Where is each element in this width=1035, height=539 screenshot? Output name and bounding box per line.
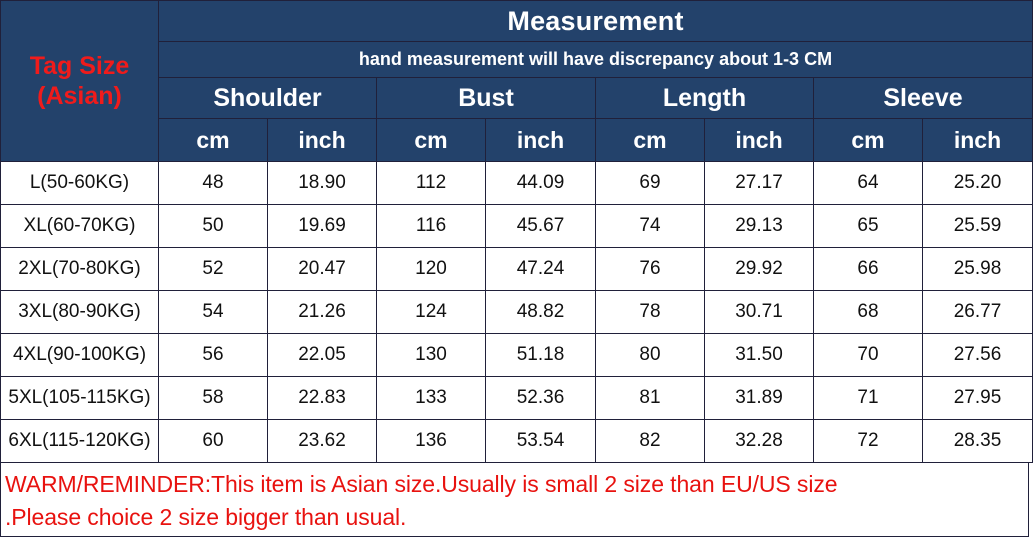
cell-length-inch: 31.89 <box>704 376 814 420</box>
cell-size: 6XL(115-120KG) <box>0 419 159 463</box>
cell-length-inch: 29.92 <box>704 247 814 291</box>
cell-sleeve-cm: 70 <box>813 333 923 377</box>
group-header-sleeve: Sleeve <box>812 77 1034 119</box>
cell-length-cm: 82 <box>595 419 705 463</box>
cell-bust-inch: 47.24 <box>485 247 596 291</box>
cell-length-inch: 32.28 <box>704 419 814 463</box>
warning-box: WARM/REMINDER:This item is Asian size.Us… <box>0 463 1029 537</box>
cell-bust-inch: 51.18 <box>485 333 596 377</box>
header-row-groups: Shoulder Bust Length Sleeve <box>1 77 1034 119</box>
header-row-note: hand measurement will have discrepancy a… <box>1 41 1034 78</box>
cell-sleeve-cm: 64 <box>813 161 923 205</box>
cell-length-inch: 30.71 <box>704 290 814 334</box>
cell-bust-inch: 53.54 <box>485 419 596 463</box>
cell-length-inch: 29.13 <box>704 204 814 248</box>
cell-bust-cm: 112 <box>376 161 486 205</box>
cell-sleeve-inch: 25.59 <box>921 204 1034 248</box>
cell-shoulder-inch: 21.26 <box>267 290 377 334</box>
cell-size: 4XL(90-100KG) <box>0 333 159 377</box>
cell-shoulder-cm: 54 <box>158 290 268 334</box>
cell-length-cm: 78 <box>595 290 705 334</box>
cell-length-cm: 76 <box>595 247 705 291</box>
table-row: 5XL(105-115KG) 58 22.83 133 52.36 81 31.… <box>0 376 1034 420</box>
cell-shoulder-cm: 52 <box>158 247 268 291</box>
cell-size: 2XL(70-80KG) <box>0 247 159 291</box>
cell-shoulder-inch: 18.90 <box>267 161 377 205</box>
unit-header-shoulder-inch: inch <box>267 118 377 162</box>
unit-header-length-cm: cm <box>595 118 705 162</box>
tag-size-line1: Tag Size <box>29 51 130 80</box>
table-row: 6XL(115-120KG) 60 23.62 136 53.54 82 32.… <box>0 419 1034 463</box>
cell-sleeve-cm: 68 <box>813 290 923 334</box>
cell-shoulder-cm: 58 <box>158 376 268 420</box>
warning-line-1: WARM/REMINDER:This item is Asian size.Us… <box>5 471 838 497</box>
header-row-units: cm inch cm inch cm inch cm inch <box>1 118 1034 162</box>
cell-sleeve-inch: 26.77 <box>921 290 1034 334</box>
cell-sleeve-inch: 28.35 <box>921 419 1034 463</box>
cell-bust-cm: 116 <box>376 204 486 248</box>
table-row: 3XL(80-90KG) 54 21.26 124 48.82 78 30.71… <box>0 290 1034 334</box>
cell-bust-inch: 52.36 <box>485 376 596 420</box>
cell-shoulder-inch: 22.05 <box>267 333 377 377</box>
header-row-title: Tag Size (Asian) Measurement <box>0 0 1034 162</box>
cell-bust-cm: 124 <box>376 290 486 334</box>
cell-sleeve-inch: 25.20 <box>921 161 1034 205</box>
cell-length-cm: 74 <box>595 204 705 248</box>
measurement-note: hand measurement will have discrepancy a… <box>157 41 1034 78</box>
cell-bust-cm: 130 <box>376 333 486 377</box>
cell-bust-cm: 133 <box>376 376 486 420</box>
table-head: Tag Size (Asian) Measurement hand measur… <box>0 0 1034 162</box>
cell-size: L(50-60KG) <box>0 161 159 205</box>
cell-size: 5XL(105-115KG) <box>0 376 159 420</box>
table-row: 2XL(70-80KG) 52 20.47 120 47.24 76 29.92… <box>0 247 1034 291</box>
group-header-length: Length <box>595 77 814 119</box>
cell-bust-inch: 45.67 <box>485 204 596 248</box>
cell-shoulder-cm: 56 <box>158 333 268 377</box>
table-body: L(50-60KG) 48 18.90 112 44.09 69 27.17 6… <box>0 161 1034 463</box>
cell-size: XL(60-70KG) <box>0 204 159 248</box>
cell-bust-inch: 44.09 <box>485 161 596 205</box>
cell-shoulder-cm: 60 <box>158 419 268 463</box>
measurement-title: Measurement <box>157 0 1034 42</box>
cell-bust-cm: 136 <box>376 419 486 463</box>
cell-shoulder-cm: 48 <box>158 161 268 205</box>
cell-sleeve-cm: 72 <box>813 419 923 463</box>
table-row: 4XL(90-100KG) 56 22.05 130 51.18 80 31.5… <box>0 333 1034 377</box>
cell-length-cm: 69 <box>595 161 705 205</box>
cell-length-inch: 27.17 <box>704 161 814 205</box>
unit-header-bust-inch: inch <box>485 118 596 162</box>
cell-sleeve-inch: 25.98 <box>921 247 1034 291</box>
cell-shoulder-inch: 19.69 <box>267 204 377 248</box>
cell-bust-inch: 48.82 <box>485 290 596 334</box>
cell-shoulder-inch: 23.62 <box>267 419 377 463</box>
cell-shoulder-inch: 20.47 <box>267 247 377 291</box>
cell-length-cm: 80 <box>595 333 705 377</box>
cell-sleeve-cm: 71 <box>813 376 923 420</box>
unit-header-sleeve-cm: cm <box>813 118 923 162</box>
cell-length-inch: 31.50 <box>704 333 814 377</box>
table-row: XL(60-70KG) 50 19.69 116 45.67 74 29.13 … <box>0 204 1034 248</box>
cell-length-cm: 81 <box>595 376 705 420</box>
cell-sleeve-inch: 27.95 <box>921 376 1034 420</box>
group-header-shoulder: Shoulder <box>158 77 377 119</box>
cell-shoulder-cm: 50 <box>158 204 268 248</box>
cell-bust-cm: 120 <box>376 247 486 291</box>
cell-size: 3XL(80-90KG) <box>0 290 159 334</box>
table-row: L(50-60KG) 48 18.90 112 44.09 69 27.17 6… <box>0 161 1034 205</box>
unit-header-bust-cm: cm <box>376 118 486 162</box>
cell-sleeve-cm: 65 <box>813 204 923 248</box>
size-chart-table: Tag Size (Asian) Measurement hand measur… <box>0 0 1034 463</box>
cell-sleeve-inch: 27.56 <box>921 333 1034 377</box>
group-header-bust: Bust <box>376 77 596 119</box>
unit-header-sleeve-inch: inch <box>921 118 1034 162</box>
cell-sleeve-cm: 66 <box>813 247 923 291</box>
tag-size-header: Tag Size (Asian) <box>0 0 159 162</box>
unit-header-shoulder-cm: cm <box>158 118 268 162</box>
unit-header-length-inch: inch <box>704 118 814 162</box>
tag-size-line2: (Asian) <box>37 82 122 110</box>
cell-shoulder-inch: 22.83 <box>267 376 377 420</box>
warning-line-2: .Please choice 2 size bigger than usual. <box>5 503 407 530</box>
